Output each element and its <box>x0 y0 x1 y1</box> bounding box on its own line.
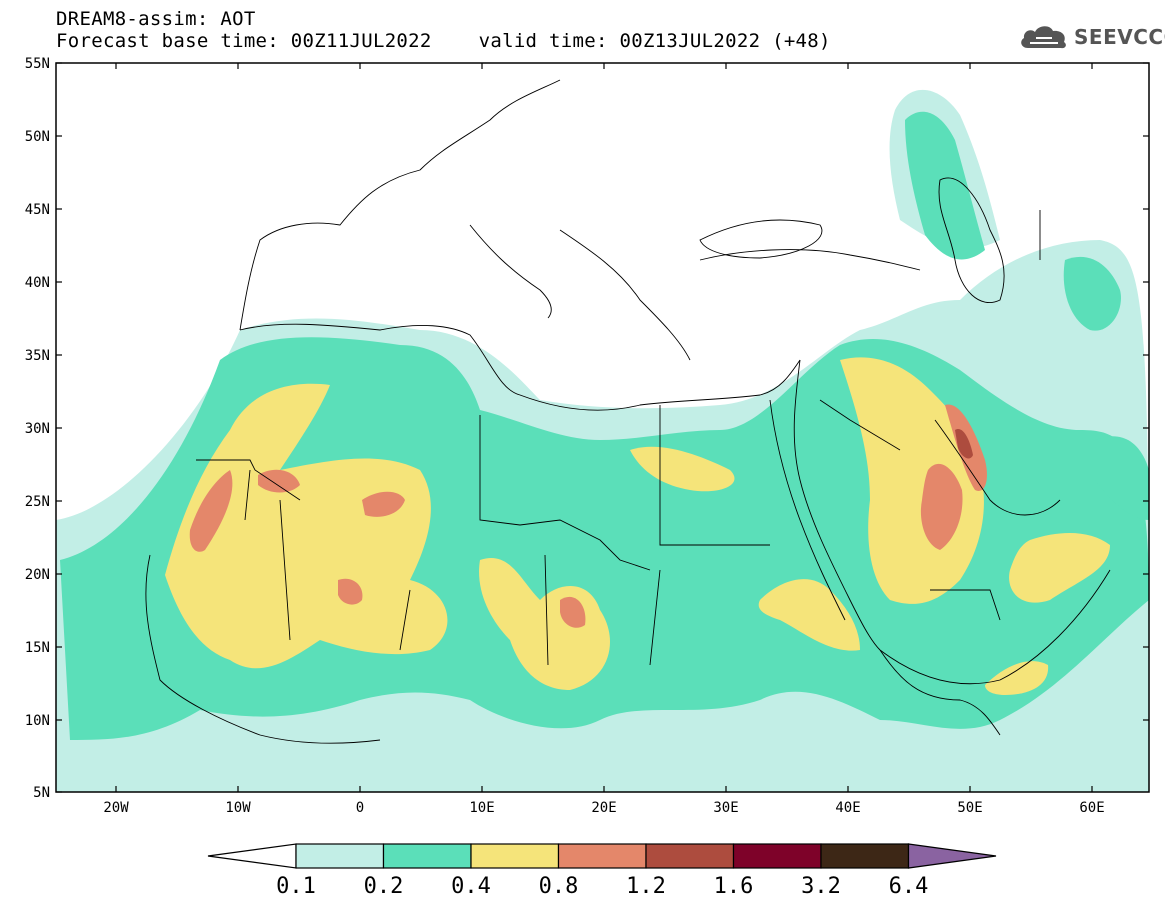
colorbar-cell-3 <box>470 843 560 869</box>
lon-label-30e: 30E <box>713 800 738 816</box>
aot-band-0.4 <box>165 357 1110 695</box>
lon-label-50e: 50E <box>957 800 982 816</box>
lat-label-5n: 5N <box>33 785 50 801</box>
lat-label-30n: 30N <box>25 421 50 437</box>
lat-label-25n: 25N <box>25 494 50 510</box>
aot-fields <box>56 89 1149 792</box>
colorbar-label-1.6: 1.6 <box>714 874 754 899</box>
cloud-icon <box>1021 26 1066 49</box>
colorbar-label-1.2: 1.2 <box>626 874 666 899</box>
lat-label-50n: 50N <box>25 129 50 145</box>
lon-label-10w: 10W <box>225 800 251 816</box>
figure-subtitle: Forecast base time: 00Z11JUL2022 valid t… <box>56 30 831 52</box>
colorbar-cell-7 <box>820 843 910 869</box>
lon-label-60e: 60E <box>1079 800 1104 816</box>
lat-label-35n: 35N <box>25 348 50 364</box>
lat-label-55n: 55N <box>25 56 50 72</box>
country-borders <box>145 79 1111 744</box>
lat-label-15n: 15N <box>25 640 50 656</box>
colorbar-cell-5 <box>645 843 735 869</box>
aot-band-1.2 <box>955 429 973 459</box>
map-ticks <box>56 62 1149 793</box>
latitude-labels: 55N 50N 45N 40N 35N 30N 25N 20N 15N 10N … <box>25 56 50 801</box>
colorbar-label-3.2: 3.2 <box>801 874 841 899</box>
colorbar-cell-2 <box>382 843 472 869</box>
lat-label-10n: 10N <box>25 713 50 729</box>
figure-title: DREAM8-assim: AOT <box>56 8 256 30</box>
colorbar-cell-4 <box>557 843 647 869</box>
colorbar-label-0.4: 0.4 <box>451 874 491 899</box>
brand-logo: SEEVCCC <box>1018 22 1165 52</box>
lat-label-20n: 20N <box>25 567 50 583</box>
longitude-labels: 20W 10W 0 10E 20E 30E 40E 50E 60E <box>103 800 1104 816</box>
aot-band-0.8 <box>189 404 987 628</box>
lon-label-20e: 20E <box>591 800 616 816</box>
aot-colorbar <box>207 843 997 869</box>
colorbar-label-0.1: 0.1 <box>276 874 316 899</box>
colorbar-high-arrow <box>907 843 997 869</box>
lon-label-0: 0 <box>356 800 364 816</box>
lat-label-45n: 45N <box>25 202 50 218</box>
lon-label-20w: 20W <box>103 800 129 816</box>
colorbar-label-6.4: 6.4 <box>889 874 929 899</box>
colorbar-cell-6 <box>732 843 822 869</box>
brand-name: SEEVCCC <box>1074 25 1165 49</box>
lat-label-40n: 40N <box>25 275 50 291</box>
lon-label-40e: 40E <box>835 800 860 816</box>
colorbar-cell-1 <box>295 843 385 869</box>
colorbar-label-0.8: 0.8 <box>539 874 579 899</box>
colorbar-labels: 0.1 0.2 0.4 0.8 1.2 1.6 3.2 6.4 <box>276 874 928 899</box>
lon-label-10e: 10E <box>469 800 494 816</box>
colorbar-label-0.2: 0.2 <box>364 874 404 899</box>
colorbar-low-arrow <box>207 843 297 869</box>
